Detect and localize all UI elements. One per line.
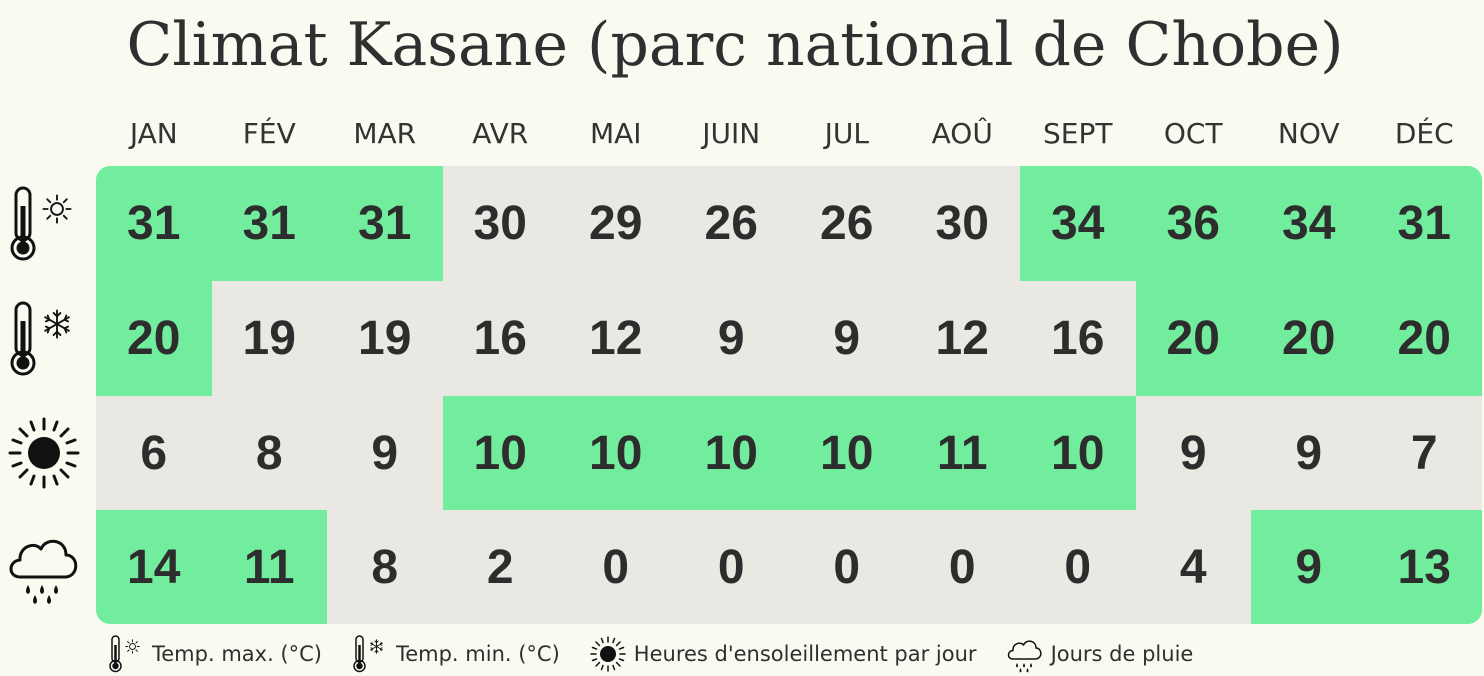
table-cell: 31 — [327, 166, 443, 281]
climate-table: 31 31 31 30 29 26 26 30 34 36 34 31 20 19 19 16 12 9 9 12 16… — [96, 166, 1482, 624]
table-cell: 0 — [1064, 540, 1092, 594]
chart-title: Climat Kasane (parc national de Chobe) — [126, 10, 1344, 80]
table-cell: 31 — [1366, 166, 1482, 281]
table-cell: 26 — [820, 197, 874, 250]
table-cell: 0 — [833, 540, 861, 594]
month-label: MAR — [353, 117, 417, 150]
table-cell: 34 — [1020, 166, 1136, 281]
thermometer-sun-icon — [4, 184, 84, 264]
rain-cloud-icon — [1003, 634, 1047, 674]
month-label: JUL — [824, 117, 869, 150]
table-cell: 10 — [558, 396, 674, 510]
table-cell: 11 — [211, 510, 327, 624]
table-cell: 6 — [140, 426, 168, 480]
table-cell: 7 — [1410, 426, 1438, 480]
legend-label: Temp. min. (°C) — [395, 642, 560, 666]
row-icon — [4, 527, 84, 607]
table-cell: 11 — [904, 396, 1020, 510]
table-cell: 20 — [1135, 281, 1251, 396]
table-cell: 0 — [948, 540, 976, 594]
table-cell: 10 — [1020, 396, 1136, 510]
table-cell: 8 — [255, 426, 283, 480]
month-label: DÉC — [1394, 117, 1454, 150]
table-cell: 8 — [371, 540, 399, 594]
thermometer-snowflake-icon — [4, 299, 84, 379]
table-cell: 10 — [673, 396, 789, 510]
month-label: SEPT — [1043, 117, 1113, 150]
month-header-row: JAN FÉV MAR AVR MAI JUIN JUL AOÛ SEPT OCT NOV DÉC — [96, 112, 1482, 156]
thermometer-snowflake-icon — [348, 634, 392, 674]
table-cell: 9 — [1179, 426, 1207, 480]
legend-label: Temp. max. (°C) — [152, 642, 322, 666]
table-cell: 31 — [96, 166, 212, 281]
rain-cloud-icon — [4, 527, 84, 607]
month-label: MAI — [589, 117, 642, 150]
table-cell: 13 — [1366, 510, 1482, 624]
table-cell: 29 — [589, 197, 643, 250]
table-cell: 26 — [704, 197, 758, 250]
table-cell: 9 — [1251, 510, 1367, 624]
row-icon — [4, 413, 84, 493]
table-cell: 20 — [96, 281, 212, 396]
table-cell: 30 — [473, 197, 527, 250]
table-cell: 16 — [1051, 312, 1105, 365]
legend-item: Heures d'ensoleillement par jour — [586, 634, 997, 674]
table-cell: 36 — [1135, 166, 1251, 281]
table-cell: 10 — [442, 396, 558, 510]
table-cell: 20 — [1251, 281, 1367, 396]
table-cell: 16 — [473, 312, 527, 365]
month-label: JAN — [129, 117, 178, 150]
table-cell: 12 — [935, 312, 989, 365]
table-cell: 34 — [1251, 166, 1367, 281]
table-cell: 20 — [1366, 281, 1482, 396]
table-cell: 9 — [1295, 426, 1323, 480]
month-label: AOÛ — [931, 117, 993, 150]
table-cell: 31 — [211, 166, 327, 281]
row-icon — [4, 299, 84, 379]
table-cell: 9 — [833, 312, 861, 365]
month-label: FÉV — [242, 117, 296, 150]
legend: Temp. max. (°C) Temp. min. (°C) Heures d'e… — [104, 632, 1219, 676]
month-label: NOV — [1277, 117, 1340, 150]
table-cell: 9 — [371, 426, 399, 480]
legend-item: Temp. min. (°C) — [348, 634, 580, 674]
sun-icon — [586, 634, 630, 674]
sun-icon — [4, 413, 84, 493]
table-cell: 4 — [1179, 540, 1207, 594]
legend-label: Jours de pluie — [1050, 642, 1194, 666]
table-cell: 19 — [242, 312, 296, 365]
table-cell: 0 — [717, 540, 745, 594]
table-cell: 14 — [96, 510, 212, 624]
table-cell: 30 — [935, 197, 989, 250]
table-cell: 10 — [789, 396, 905, 510]
table-cell: 9 — [717, 312, 745, 365]
row-icon — [4, 184, 84, 264]
legend-label: Heures d'ensoleillement par jour — [633, 642, 977, 666]
table-cell: 19 — [358, 312, 412, 365]
month-label: AVR — [472, 117, 529, 150]
legend-item: Temp. max. (°C) — [104, 634, 342, 674]
month-label: JUIN — [702, 117, 761, 150]
table-cell: 2 — [486, 540, 514, 594]
legend-item: Jours de pluie — [1003, 634, 1214, 674]
thermometer-sun-icon — [104, 634, 148, 674]
table-cell: 12 — [589, 312, 643, 365]
table-cell: 0 — [602, 540, 630, 594]
month-label: OCT — [1163, 117, 1223, 150]
